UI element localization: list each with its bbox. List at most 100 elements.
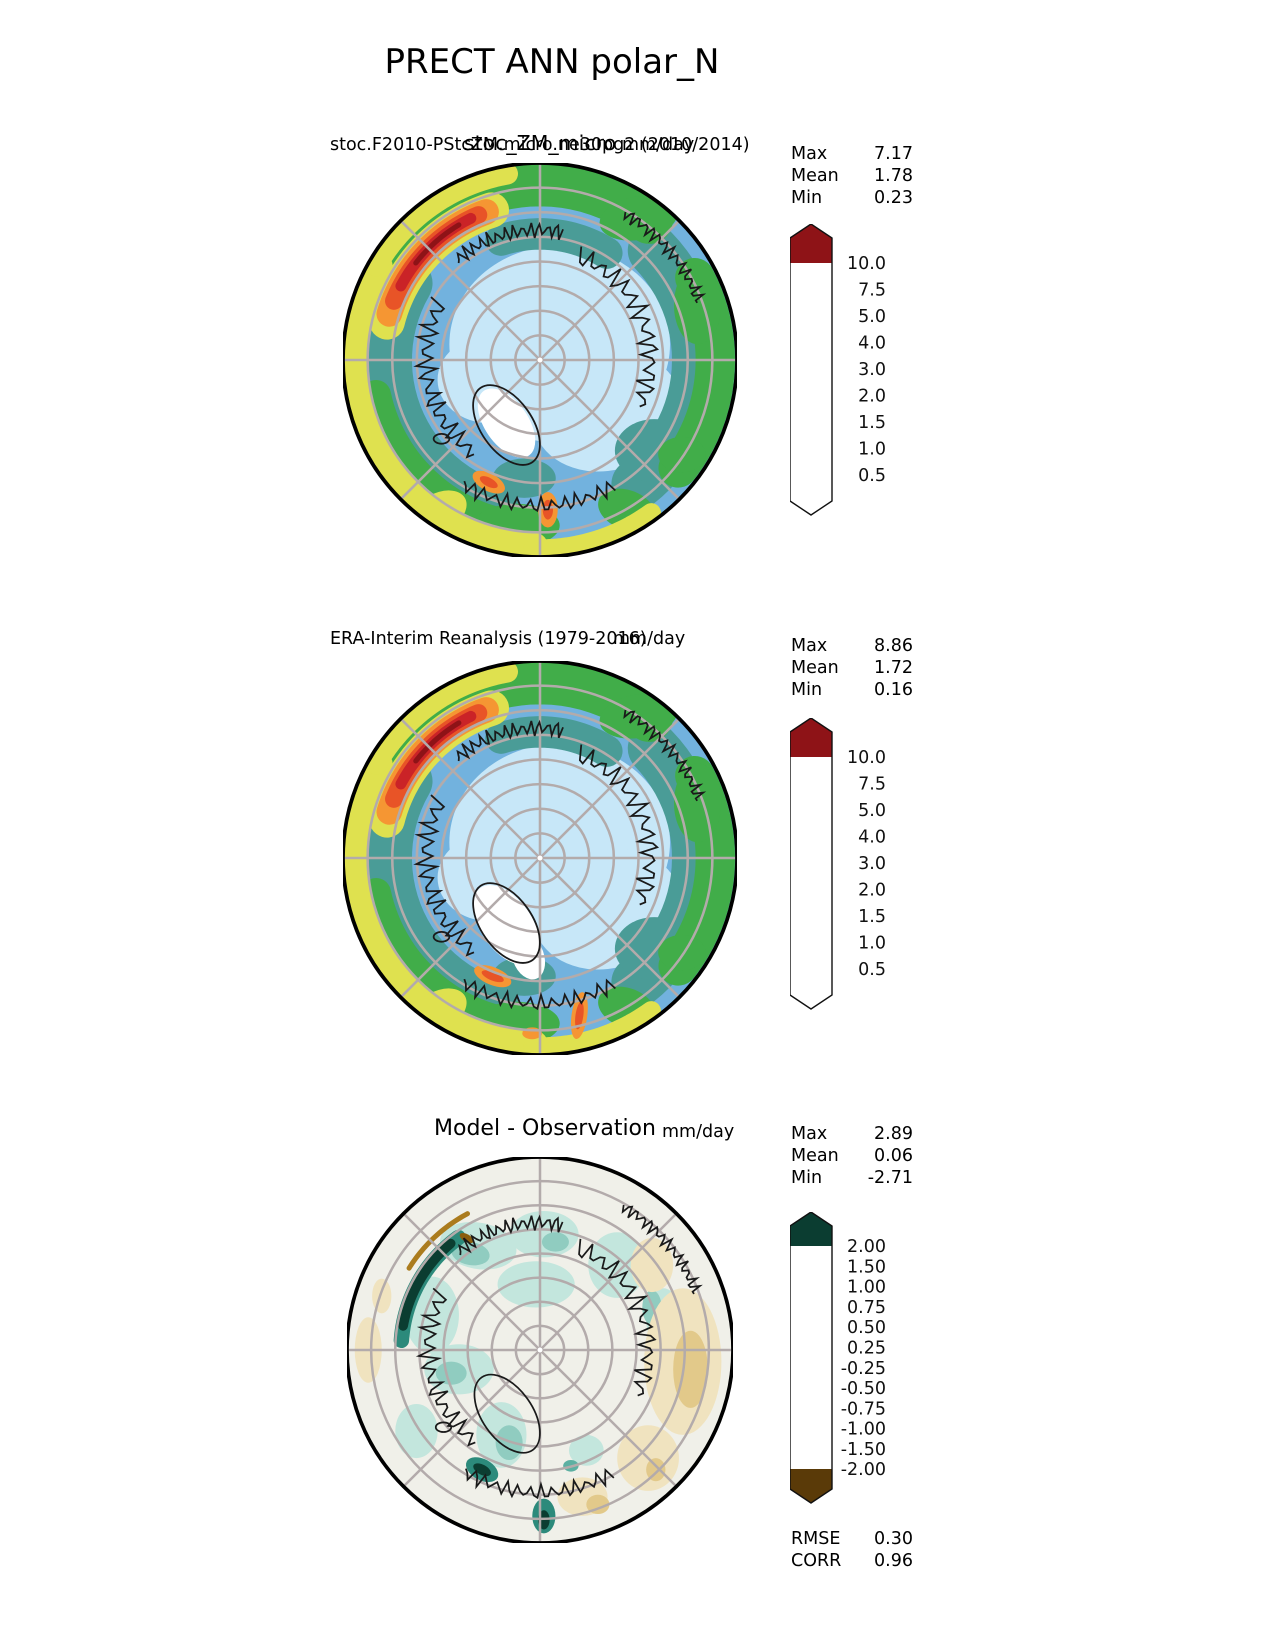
stat-row: Mean 1.78: [791, 165, 913, 187]
units-label: mm/day: [622, 135, 695, 155]
colorbar-outline: [790, 224, 833, 516]
stat-value: 1.72: [874, 658, 913, 678]
stat-value: 7.17: [874, 144, 913, 164]
contour-blob: [630, 1238, 674, 1293]
contour-blob: [481, 970, 504, 983]
stat-label: Mean: [791, 1146, 839, 1166]
stat-row: Min 0.16: [791, 679, 913, 701]
coastlines: [413, 211, 707, 513]
contour-blob: [477, 388, 536, 458]
colorbar-tick-label: 0.5: [858, 466, 886, 486]
contour-band: [343, 749, 549, 1055]
stats-block: Max 7.17 Mean 1.78 Min 0.23: [791, 143, 913, 209]
units-label: mm/day: [662, 1122, 735, 1142]
metric-value: 0.30: [874, 1529, 913, 1549]
contour-band: [398, 1238, 456, 1331]
contour-blob: [586, 1494, 610, 1515]
colorbar-tick-label: 1.50: [847, 1257, 886, 1277]
coastline-path: [463, 978, 616, 1011]
stat-label: Min: [791, 188, 823, 208]
stat-value: 8.86: [874, 636, 913, 656]
stat-row: Min 0.23: [791, 187, 913, 209]
metric-label: CORR: [791, 1551, 842, 1571]
stat-label: Mean: [791, 658, 839, 678]
contour-blob: [473, 1463, 491, 1476]
colorbar-tick-label: 1.5: [858, 907, 886, 927]
colorbar-tick-label: 1.5: [858, 413, 886, 433]
pole-dot: [537, 1347, 543, 1353]
map-difference: [347, 1157, 733, 1543]
colorbar-over-arrow: [790, 718, 832, 757]
colorbar-tick-label: -0.50: [841, 1379, 886, 1399]
colorbar-tick-label: 5.0: [858, 801, 886, 821]
metric-row: CORR 0.96: [791, 1550, 913, 1572]
stat-row: Min -2.71: [791, 1167, 913, 1189]
coastline-greenland: [472, 384, 541, 466]
colorbar-tick-label: 7.5: [858, 775, 886, 795]
contour-band: [523, 503, 662, 557]
stats-block: Max 2.89 Mean 0.06 Min -2.71: [791, 1123, 913, 1189]
contour-blob: [646, 1458, 666, 1482]
colorbar-under-arrow: [790, 1469, 832, 1503]
contour-band: [362, 163, 673, 295]
contour-blob: [395, 1404, 438, 1459]
coastline-path: [621, 1204, 703, 1295]
coastline-greenland: [473, 1373, 541, 1454]
colorbar-tick-label: -0.25: [841, 1359, 886, 1379]
coastline-path: [578, 1238, 657, 1397]
stat-row: Mean 0.06: [791, 1145, 913, 1167]
colorbar-tick-label: 10.0: [847, 254, 886, 274]
colorbar-tick-label: 0.25: [847, 1338, 886, 1358]
colorbar-over-arrow: [790, 1212, 832, 1246]
stat-label: Mean: [791, 166, 839, 186]
colorbar-tick-label: 1.0: [858, 934, 886, 954]
contour-blob: [575, 1001, 584, 1030]
colorbar-model: 10.0 7.5 5.0 4.0 3.0 2.0 1.5 1.0 0.5: [790, 224, 886, 516]
colorbar-tick-label: 0.50: [847, 1318, 886, 1338]
metric-value: 0.96: [874, 1551, 913, 1571]
colorbar-under-arrow: [790, 475, 832, 515]
colorbar-tick-label: 0.75: [847, 1298, 886, 1318]
colorbar-tick-label: 2.00: [847, 1237, 886, 1257]
colorbar-tick-label: 2.0: [858, 881, 886, 901]
colorbar-tick-label: 4.0: [858, 334, 886, 354]
coastlines: [413, 709, 707, 1011]
colorbar-tick-label: -0.75: [841, 1399, 886, 1419]
colorbar-tick-label: -2.00: [841, 1460, 886, 1480]
colorbar-tick-label: -1.50: [841, 1440, 886, 1460]
stat-value: 2.89: [874, 1124, 913, 1144]
stat-value: 0.23: [874, 188, 913, 208]
contour-band: [413, 222, 462, 266]
coastline-path: [456, 221, 564, 264]
colorbar-tick-label: 7.5: [858, 281, 886, 301]
pole-dot: [537, 855, 543, 861]
contour-band: [343, 251, 549, 557]
coastline-island: [432, 432, 451, 445]
stats-block: Max 8.86 Mean 1.72 Min 0.16: [791, 635, 913, 701]
figure-title: PRECT ANN polar_N: [384, 42, 720, 82]
contour-blob: [673, 265, 722, 345]
contour-blob: [658, 934, 706, 971]
coastline-path: [465, 1468, 615, 1500]
stat-label: Max: [791, 1124, 828, 1144]
panel-subtitle: ERA-Interim Reanalysis (1979-2016): [330, 629, 647, 649]
coastline-path: [458, 1214, 564, 1256]
metrics-block: RMSE 0.30 CORR 0.96: [791, 1528, 913, 1572]
colorbar-tick-label: 10.0: [847, 748, 886, 768]
colorbar-difference: 2.001.501.000.750.500.25-0.25-0.50-0.75-…: [790, 1212, 886, 1504]
colorbar-tick-label: 3.0: [858, 360, 886, 380]
colorbar-outline: [790, 718, 833, 1010]
coastline-path: [578, 246, 660, 408]
contour-band: [362, 661, 673, 793]
contour-blob: [435, 1361, 467, 1385]
colorbar-tick-label: -1.00: [841, 1420, 886, 1440]
coastlines: [415, 1204, 703, 1500]
contour-blob: [459, 1232, 474, 1244]
graticule: [343, 661, 737, 1055]
metric-label: RMSE: [791, 1529, 841, 1549]
stat-row: Mean 1.72: [791, 657, 913, 679]
coastline-path: [463, 480, 616, 513]
coastline-path: [623, 211, 707, 304]
colorbar-tick-label: 5.0: [858, 307, 886, 327]
stat-label: Max: [791, 636, 828, 656]
